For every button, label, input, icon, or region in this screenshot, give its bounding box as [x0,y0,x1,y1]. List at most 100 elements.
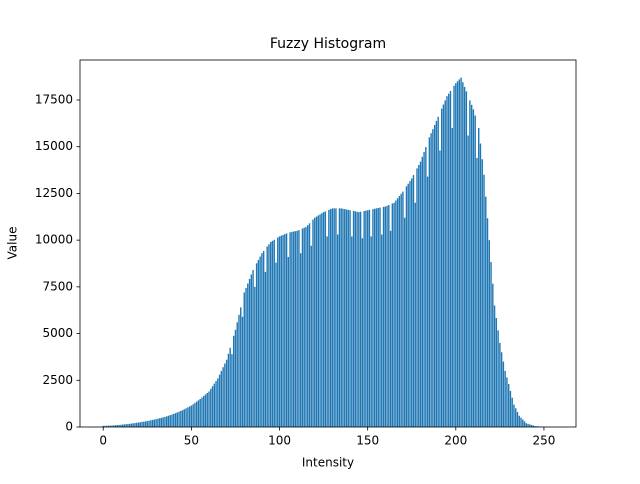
bar [341,208,342,427]
bar [344,209,345,427]
bar [346,209,347,427]
bar [228,354,229,427]
bar [138,423,139,427]
bar [432,129,433,427]
bar [393,203,394,427]
bar [154,420,155,427]
bar [224,363,225,427]
bar [129,424,130,427]
bar [490,262,491,427]
bar [214,384,215,427]
bar [462,82,463,427]
bar [510,391,511,427]
bar [242,317,243,427]
bar [302,229,303,427]
bar [522,420,523,427]
bar [268,244,269,427]
bar [464,87,465,427]
bar [298,230,299,427]
bar [251,275,252,427]
bar [379,208,380,427]
bar [284,234,285,427]
bar [252,270,253,427]
bar [215,381,216,427]
bar [460,78,461,427]
bar [395,201,396,427]
bar [406,186,407,427]
bar [221,371,222,427]
bar [328,210,329,427]
bar [399,196,400,427]
bar [413,175,414,427]
bar [476,158,477,427]
bar [418,165,419,427]
bar [402,192,403,427]
bar [191,406,192,427]
bar [182,410,183,427]
bar [471,105,472,427]
bar [157,419,158,427]
bar [235,330,236,427]
bar [508,384,509,427]
bar [281,236,282,427]
bar [199,399,200,427]
bar [483,175,484,427]
bar [480,144,481,427]
bar [482,159,483,427]
bar [492,284,493,427]
bar [455,83,456,427]
bar [355,211,356,427]
bar [437,117,438,427]
bar [436,121,437,427]
bar [526,423,527,427]
bar [265,272,266,427]
bar [429,137,430,427]
bar [282,235,283,427]
bar [231,354,232,427]
bar [259,257,260,427]
bar [219,375,220,427]
bar [309,223,310,427]
y-tick-label: 12500 [35,186,73,200]
bar [494,306,495,427]
bar [226,360,227,427]
bar [499,343,500,427]
bar [422,157,423,427]
bar [517,412,518,427]
bar [348,210,349,427]
bar [519,416,520,427]
x-tick-label: 0 [99,434,107,448]
bar [272,241,273,427]
bar [372,209,373,427]
bar [474,115,475,427]
bar [489,240,490,427]
x-axis-label: Intensity [302,456,354,470]
bar [356,212,357,427]
bar [397,198,398,427]
bar [333,208,334,427]
bar [450,91,451,427]
bar [296,231,297,427]
y-tick-label: 7500 [42,279,73,293]
y-tick-label: 5000 [42,326,73,340]
bar [244,292,245,427]
bar [323,212,324,427]
bar [222,367,223,427]
bar [205,394,206,427]
bar [501,352,502,427]
bar [275,263,276,427]
bar [420,162,421,427]
bar [325,211,326,427]
bar [503,362,504,427]
bar [247,283,248,427]
bar [295,231,296,427]
bar [374,209,375,427]
chart-title: Fuzzy Histogram [270,36,386,52]
bar [162,417,163,427]
y-tick-label: 17500 [35,92,73,106]
bar [196,402,197,427]
bar [141,422,142,427]
bar [527,424,528,427]
bar [457,81,458,427]
bar [314,218,315,427]
